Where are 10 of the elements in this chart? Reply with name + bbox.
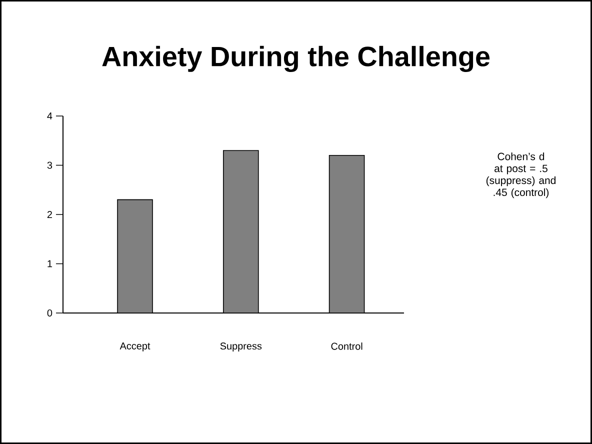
y-tick-label: 2 <box>47 211 52 218</box>
y-tick-label: 4 <box>47 112 52 120</box>
y-tick-label: 3 <box>47 162 52 169</box>
y-tick-label: 0 <box>47 309 52 317</box>
text: Cohen’s d at post = .5 (suppress) and .45 (control) <box>486 152 556 198</box>
chart-title: Anxiety During the Challenge <box>102 46 490 72</box>
y-tick-label: 1 <box>48 260 52 268</box>
x-tick-label: Suppress <box>220 342 262 352</box>
x-tick-label: Control <box>331 342 362 350</box>
x-tick-label: Accept <box>120 342 150 352</box>
